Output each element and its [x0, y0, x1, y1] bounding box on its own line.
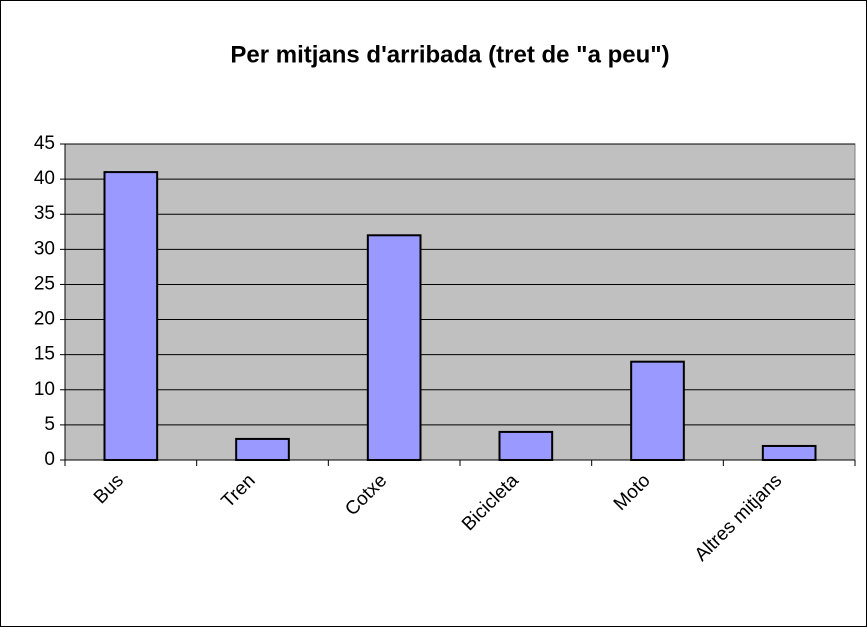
y-tick-label: 35: [34, 203, 55, 224]
y-tick-label: 5: [44, 414, 55, 435]
chart-title: Per mitjans d'arribada (tret de "a peu"): [230, 41, 669, 68]
bar: [103, 171, 159, 461]
y-tick-label: 10: [34, 379, 55, 400]
y-tick-label: 20: [34, 309, 55, 330]
y-tick-label: 45: [34, 133, 55, 154]
bar: [761, 444, 817, 462]
bar: [498, 430, 554, 461]
bar: [366, 234, 422, 461]
y-tick-label: 15: [34, 344, 55, 365]
y-tick-label: 40: [34, 168, 55, 189]
bar: [630, 360, 685, 462]
plot-area: [64, 143, 856, 461]
y-tick-label: 30: [34, 238, 55, 259]
bar: [235, 437, 290, 461]
y-tick-label: 0: [44, 449, 55, 470]
y-tick-label: 25: [34, 273, 55, 294]
